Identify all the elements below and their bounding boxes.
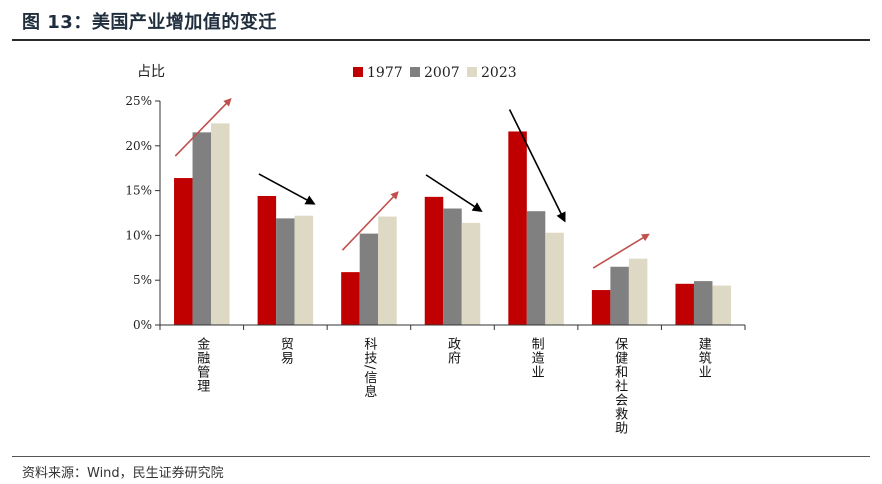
bar-2007 bbox=[276, 218, 295, 325]
legend-swatch-2023 bbox=[467, 67, 477, 77]
bar-1977 bbox=[174, 178, 193, 325]
bar-2007 bbox=[192, 132, 212, 325]
y-axis: 0% 5% 10% 15% 20% 25% bbox=[125, 94, 161, 332]
legend: 1977 2007 2023 bbox=[353, 65, 517, 81]
y-tick-label: 25% bbox=[125, 94, 152, 108]
bar-1977 bbox=[257, 195, 277, 325]
category-label: 建筑业 bbox=[696, 337, 712, 379]
bar-1977 bbox=[508, 131, 527, 325]
category-label: 金融管理 bbox=[194, 336, 210, 393]
trend-arrows bbox=[174, 97, 650, 269]
title-divider bbox=[12, 39, 870, 41]
source-note: 资料来源：Wind，民生证券研究院 bbox=[22, 466, 224, 481]
bar-2007 bbox=[359, 233, 379, 325]
bar-2023 bbox=[545, 232, 564, 325]
bar-2023 bbox=[628, 258, 648, 325]
bar-1977 bbox=[341, 272, 360, 325]
y-tick-label: 20% bbox=[125, 139, 152, 153]
y-axis-label: 占比 bbox=[137, 64, 165, 80]
x-axis: 金融管理 贸易 科技/信息 政府 制造业 保健和社会救助 建筑业 bbox=[159, 324, 746, 435]
y-tick-label: 5% bbox=[133, 273, 152, 287]
bar-2023 bbox=[294, 215, 314, 325]
trend-arrow-up bbox=[174, 97, 232, 157]
bar-1977 bbox=[424, 196, 444, 325]
trend-arrow-up bbox=[592, 233, 650, 269]
bar-2007 bbox=[610, 266, 629, 325]
bar-2007 bbox=[526, 211, 546, 325]
bar-2023 bbox=[378, 216, 397, 325]
legend-label-2023: 2023 bbox=[481, 65, 517, 81]
bar-2023 bbox=[712, 285, 731, 325]
bar-1977 bbox=[591, 290, 611, 325]
trend-arrow-down bbox=[425, 174, 483, 212]
legend-swatch-1977 bbox=[353, 67, 363, 77]
bar-1977 bbox=[675, 283, 694, 325]
y-tick-label: 0% bbox=[133, 318, 152, 332]
trend-arrow-down bbox=[258, 173, 316, 205]
category-label: 政府 bbox=[445, 337, 461, 365]
category-label: 科技/信息 bbox=[361, 337, 377, 398]
bar-2007 bbox=[443, 208, 462, 325]
category-label: 制造业 bbox=[529, 337, 545, 379]
bar-2023 bbox=[461, 222, 481, 325]
y-tick-label: 15% bbox=[125, 184, 152, 198]
category-label: 贸易 bbox=[278, 337, 294, 365]
trend-arrow-up bbox=[341, 191, 399, 251]
footer-divider bbox=[12, 456, 870, 457]
y-tick-label: 10% bbox=[125, 228, 152, 242]
trend-arrow-down bbox=[508, 109, 566, 223]
category-label: 保健和社会救助 bbox=[612, 337, 628, 435]
bar-2007 bbox=[693, 281, 713, 325]
legend-label-2007: 2007 bbox=[424, 65, 460, 81]
legend-label-1977: 1977 bbox=[367, 65, 403, 81]
bars bbox=[174, 123, 731, 326]
figure-title: 图 13：美国产业增加值的变迁 bbox=[22, 12, 277, 33]
bar-2023 bbox=[211, 123, 230, 326]
legend-swatch-2007 bbox=[410, 67, 420, 77]
